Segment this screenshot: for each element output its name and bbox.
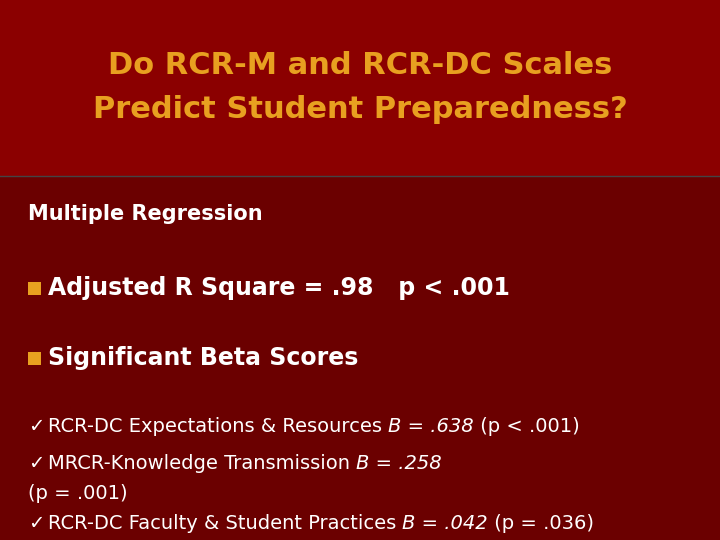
Text: RCR-DC Expectations & Resources: RCR-DC Expectations & Resources <box>48 417 388 436</box>
Text: B = .638: B = .638 <box>388 417 474 436</box>
Text: B = .258: B = .258 <box>356 454 442 473</box>
Text: (p < .001): (p < .001) <box>474 417 580 436</box>
Text: Predict Student Preparedness?: Predict Student Preparedness? <box>93 95 627 124</box>
Text: RCR-DC Faculty & Student Practices: RCR-DC Faculty & Student Practices <box>48 514 402 533</box>
Text: (p = .001): (p = .001) <box>28 484 127 503</box>
Text: B = .042: B = .042 <box>402 514 488 533</box>
Bar <box>28 282 41 295</box>
Text: MRCR-Knowledge Transmission: MRCR-Knowledge Transmission <box>48 454 356 473</box>
Text: ✓: ✓ <box>28 417 45 436</box>
Text: ✓: ✓ <box>28 454 45 473</box>
Text: Do RCR-M and RCR-DC Scales: Do RCR-M and RCR-DC Scales <box>108 51 612 80</box>
Bar <box>28 352 41 365</box>
Bar <box>0 0 720 176</box>
Text: ✓: ✓ <box>28 514 45 533</box>
Text: Multiple Regression: Multiple Regression <box>28 204 263 224</box>
Text: (p = .036): (p = .036) <box>488 514 594 533</box>
Text: Adjusted R Square = .98   p < .001: Adjusted R Square = .98 p < .001 <box>48 276 510 300</box>
Text: Significant Beta Scores: Significant Beta Scores <box>48 347 359 370</box>
